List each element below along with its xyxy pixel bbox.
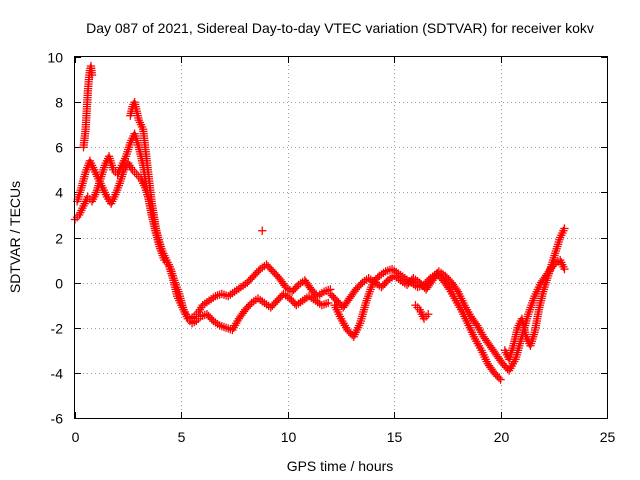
data-point-track-d: [560, 264, 569, 274]
data-point-track-b: [271, 298, 280, 307]
data-point-track-c: [346, 329, 355, 338]
chart-title: Day 087 of 2021, Sidereal Day-to-day VTE…: [86, 20, 594, 36]
data-point-track-a: [289, 285, 298, 295]
data-point-track-b: [207, 315, 216, 324]
x-tick-label: 0: [72, 429, 80, 445]
data-point-track-a: [246, 275, 255, 284]
data-point-track-b: [287, 295, 296, 305]
data-point-track-d: [327, 291, 337, 300]
data-point-track-a: [271, 270, 281, 279]
x-tick-label: 20: [494, 429, 510, 445]
y-tick-label: -4: [51, 366, 64, 382]
data-point-track-b: [244, 302, 253, 311]
data-points: [70, 61, 569, 384]
data-point-track-d: [356, 280, 365, 289]
y-tick-label: -2: [51, 321, 64, 337]
data-point-track-a: [270, 268, 279, 278]
data-point-track-d: [382, 277, 391, 287]
x-tick-label: 10: [281, 429, 297, 445]
data-point-track-a: [263, 262, 273, 271]
data-point-track-b: [324, 298, 333, 308]
x-axis-label: GPS time / hours: [287, 458, 394, 474]
tick-labels: 0 5 10 15 20 25 -6 -4 -2 0 2 4 6 8 10: [47, 50, 615, 446]
x-tick-label: 15: [387, 429, 403, 445]
data-point-track-a: [251, 270, 260, 279]
y-tick-label: -6: [51, 411, 64, 427]
plot-frame: [74, 56, 608, 419]
data-point-track-b: [274, 294, 283, 304]
data-point-track-c: [258, 226, 267, 235]
data-point-track-d: [354, 281, 364, 291]
data-point-track-a: [292, 282, 301, 291]
y-tick-label: 6: [55, 140, 63, 156]
data-point-track-c: [87, 70, 97, 80]
y-tick-label: 2: [55, 231, 63, 247]
data-point-track-b: [268, 301, 277, 310]
data-point-track-a: [268, 267, 278, 276]
data-point-track-a: [267, 265, 276, 274]
x-tick-label: 5: [178, 429, 186, 445]
data-point-track-c: [496, 375, 505, 384]
data-point-track-b: [245, 300, 255, 309]
data-point-track-c: [155, 242, 165, 251]
data-point-track-a: [248, 273, 257, 282]
data-point-track-b: [273, 296, 282, 305]
y-tick-label: 4: [55, 185, 63, 201]
data-point-track-a: [252, 268, 262, 277]
y-tick-label: 10: [47, 50, 63, 66]
data-point-track-d: [501, 363, 511, 372]
data-point-track-e: [560, 224, 569, 233]
y-tick-label: 8: [55, 95, 63, 111]
data-point-track-e: [424, 310, 433, 319]
y-axis-label: SDTVAR / TECUs: [7, 181, 23, 293]
y-tick-label: 0: [55, 276, 63, 292]
data-point-track-a: [254, 266, 263, 275]
x-tick-label: 25: [600, 429, 616, 445]
grid: [75, 57, 607, 418]
data-point-track-c: [494, 373, 504, 383]
data-point-track-b: [204, 311, 213, 321]
data-point-track-a: [249, 271, 258, 281]
data-point-track-d: [330, 294, 340, 304]
data-point-track-d: [329, 293, 338, 302]
data-point-track-d: [378, 281, 388, 290]
